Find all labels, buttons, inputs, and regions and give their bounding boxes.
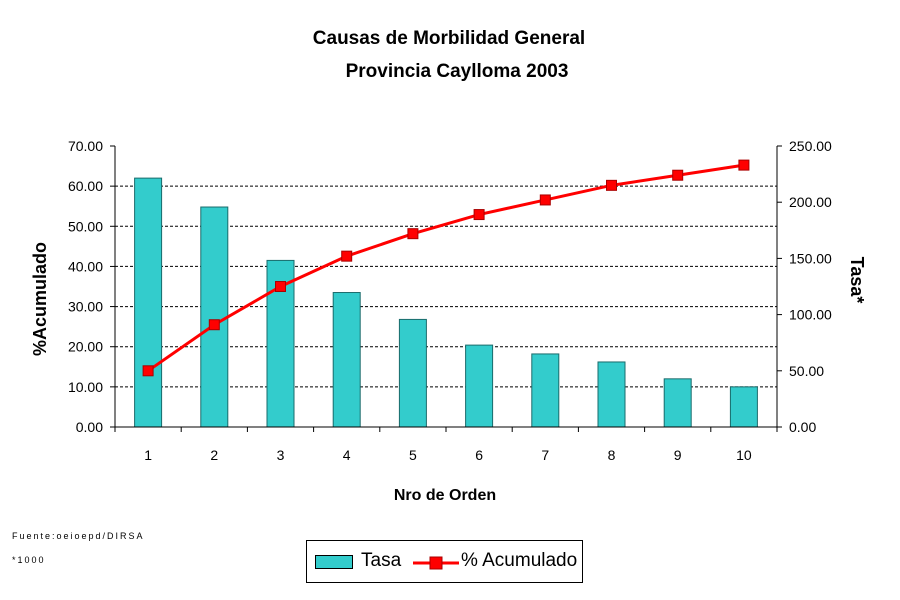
bar <box>729 386 758 428</box>
bar <box>398 318 427 428</box>
legend-bar-swatch <box>315 555 353 569</box>
bar <box>200 206 229 428</box>
y-left-tick-label: 50.00 <box>68 218 103 234</box>
chart-subtitle: Provincia Caylloma 2003 <box>345 61 569 82</box>
bar <box>663 378 692 428</box>
x-tick-label: 10 <box>736 447 752 463</box>
x-tick-label: 6 <box>475 447 483 463</box>
y-right-tick-label: 200.00 <box>789 194 832 210</box>
bar <box>465 344 494 428</box>
y-left-tick-label: 0.00 <box>76 419 103 435</box>
tick-labels: 0.00 10.00 20.00 30.00 40.00 50.00 60.00 70.00 0… <box>68 138 832 463</box>
legend-line-label: % Acumulado <box>461 550 578 571</box>
source-note: Fuente:oeioepd/DIRSA <box>12 531 145 541</box>
bar <box>531 353 560 428</box>
line-marker <box>738 159 750 171</box>
y-axis-left-title: %Acumulado <box>30 242 50 356</box>
footnote: *1000 <box>12 555 46 565</box>
x-tick-label: 7 <box>541 447 549 463</box>
y-axis-right-title: Tasa* <box>847 257 867 304</box>
bar <box>597 361 626 428</box>
bar <box>134 177 163 428</box>
legend: Tasa % Acumulado <box>306 540 583 583</box>
y-right-tick-label: 100.00 <box>789 307 832 323</box>
line-marker <box>473 209 485 221</box>
bar <box>332 292 361 428</box>
y-left-tick-label: 40.00 <box>68 258 103 274</box>
legend-bar-label: Tasa <box>361 550 402 571</box>
chart-title: Causas de Morbilidad General <box>312 28 586 49</box>
y-right-tick-label: 250.00 <box>789 138 832 154</box>
axes <box>110 145 782 432</box>
line-marker <box>341 250 353 262</box>
x-tick-label: 2 <box>210 447 218 463</box>
y-left-tick-label: 30.00 <box>68 299 103 315</box>
y-right-tick-label: 150.00 <box>789 250 832 266</box>
line-marker <box>539 194 551 206</box>
line-marker <box>208 319 220 331</box>
y-right-tick-label: 50.00 <box>789 363 824 379</box>
y-left-tick-label: 60.00 <box>68 178 103 194</box>
legend-line-swatch <box>413 556 459 570</box>
y-left-tick-label: 70.00 <box>68 138 103 154</box>
y-left-tick-label: 10.00 <box>68 379 103 395</box>
line-path <box>147 163 745 373</box>
line-marker <box>606 179 617 191</box>
bar-series <box>134 177 758 428</box>
y-right-tick-label: 0.00 <box>789 419 816 435</box>
line-marker <box>407 228 419 240</box>
line-marker <box>275 281 286 292</box>
line-marker <box>142 365 154 377</box>
line-series <box>142 159 750 377</box>
x-axis-title: Nro de Orden <box>394 487 496 504</box>
line-marker <box>672 169 684 181</box>
y-left-tick-label: 20.00 <box>68 339 103 355</box>
x-tick-label: 9 <box>674 447 682 463</box>
x-tick-label: 4 <box>343 447 351 463</box>
x-tick-label: 3 <box>277 447 285 463</box>
x-tick-label: 1 <box>144 447 152 463</box>
x-tick-label: 5 <box>409 447 417 463</box>
x-tick-label: 8 <box>608 447 616 463</box>
